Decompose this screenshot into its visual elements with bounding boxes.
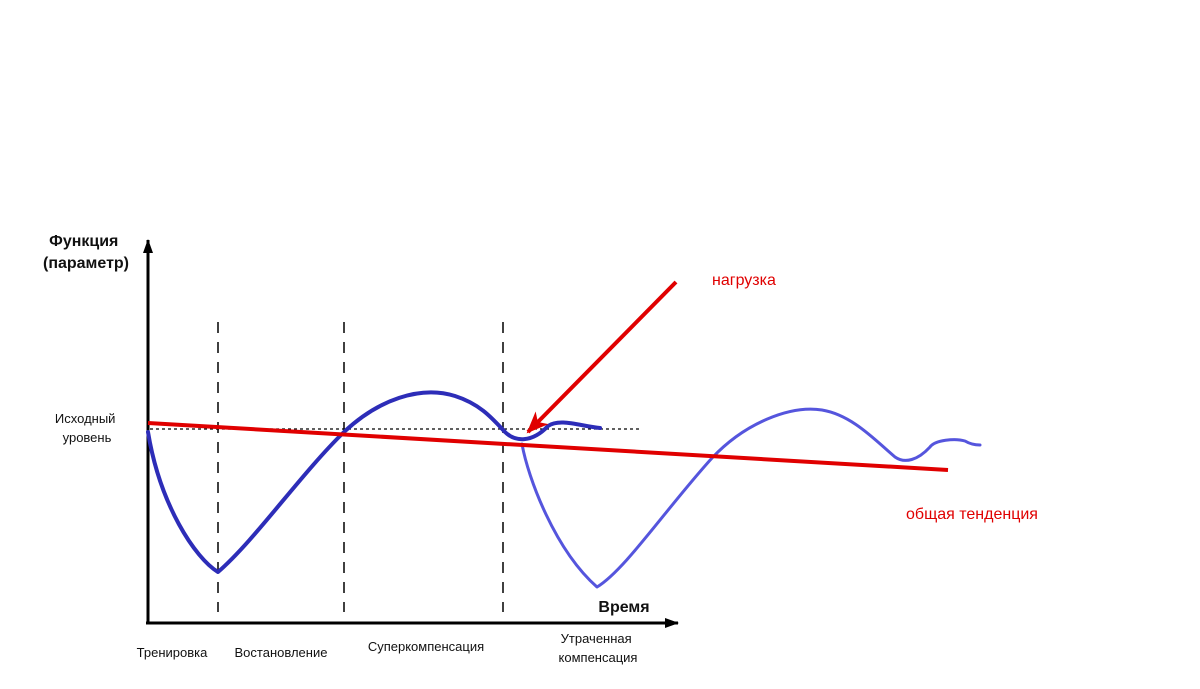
phase-label-recovery: Востановление [235,645,328,660]
load-label: нагрузка [712,272,776,289]
general-trend-line [147,421,949,472]
x-axis-label: Время [598,599,649,616]
original-performance-curve [146,390,602,574]
phase-label-training: Тренировка [137,645,208,660]
y-axis-label-line-2: (параметр) [43,255,129,272]
load-arrow [526,280,678,434]
phase-label-lost-compensation: Утраченная компенсация [559,631,638,665]
baseline-label-line-2: уровень [63,430,112,445]
phase-label-lost-compensation-line-2: компенсация [559,650,638,665]
added-performance-curve [520,407,982,589]
phase-label-lost-compensation-line-1: Утраченная [561,631,632,646]
baseline-label-line-1: Исходный [55,411,116,426]
y-axis-label: Функция (параметр) [43,233,129,272]
trend-label: общая тенденция [906,506,1038,523]
y-axis-label-line-1: Функция [49,233,118,250]
baseline-label: Исходный уровень [55,411,119,445]
phase-label-supercompensation: Суперкомпенсация [368,639,484,654]
